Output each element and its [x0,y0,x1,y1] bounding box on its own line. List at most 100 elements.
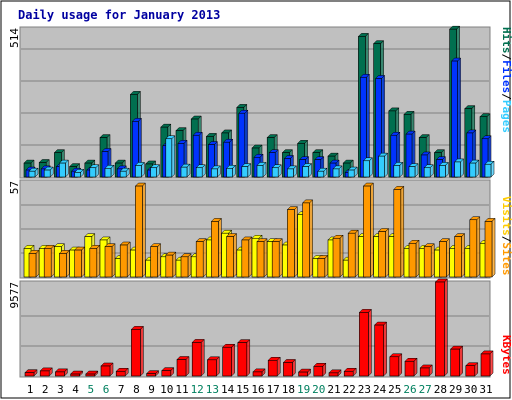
legend-sites: Sites [500,242,512,275]
visits-sites-bar-9-front [150,246,158,278]
kbytes-kbytes-bar-29-side [459,345,463,377]
hits-files-bar-20 [314,156,325,178]
visits-sites-bar-30-front [469,219,478,278]
visits-sites-bar-12-front [195,241,204,278]
hits-pages-bar-25 [393,161,404,178]
hits-pages-bar-28-front [439,165,446,178]
x-tick-label-9: 9 [148,383,155,396]
x-tick-label-3: 3 [57,383,64,396]
hits-pages-bar-11 [180,163,191,178]
visits-sites-bar-31-side [491,217,496,278]
kbytes-kbytes-bar-7 [115,367,129,377]
kbytes-ymax-label: 9577 [8,282,21,309]
kbytes-kbytes-bar-28-front [435,281,445,377]
hits-pages-bar-16-front [256,165,264,178]
hits-pages-bar-17 [271,164,282,178]
visits-sites-bar-12-side [202,238,207,278]
hits-pages-bar-23-side [369,157,373,178]
kbytes-kbytes-bar-6-front [100,365,111,377]
kbytes-kbytes-bar-26 [404,357,418,377]
hits-pages-bar-14 [225,164,237,178]
visits-sites-bar-14-side [233,232,237,278]
kbytes-kbytes-bar-9-front [146,373,156,377]
visits-sites-bar-26 [408,239,420,278]
kbytes-kbytes-bar-29-front [450,348,460,377]
hits-pages-bar-24 [377,152,389,178]
visits-sites-bar-18-side [294,206,298,278]
visits-sites-bar-3-side [66,249,70,278]
hits-pages-bar-23 [362,157,374,178]
kbytes-kbytes-bar-20-front [313,365,324,377]
visits-sites-bar-28-front [439,241,447,278]
visits-sites-bar-28-side [446,238,450,278]
kbytes-kbytes-bar-13 [206,356,221,377]
hits-pages-bar-31 [484,160,495,178]
visits-sites-bar-20 [317,254,329,278]
visits-sites-bar-15 [241,236,253,278]
kbytes-kbytes-bar-5 [85,370,99,377]
hits-pages-bar-10-front [165,138,173,178]
hits-pages-bar-15 [241,162,252,178]
visits-sites-bar-22-front [347,232,356,278]
kbytes-kbytes-bar-31-front [480,353,491,377]
x-tick-label-31: 31 [479,383,492,396]
visits-sites-bar-21-side [339,234,344,278]
visits-sites-bar-26-side [415,239,420,278]
kbytes-kbytes-bar-10 [161,366,175,377]
x-tick-label-17: 17 [267,383,280,396]
visits-sites-bar-24 [377,227,390,278]
visits-sites-bar-12 [195,238,207,278]
hits-files-bar-29 [450,57,462,178]
hits-pages-bar-2 [43,166,54,178]
hits-pages-bar-13 [210,165,222,178]
kbytes-kbytes-bar-2 [39,367,53,377]
kbytes-kbytes-bar-23-side [368,308,372,377]
x-tick-label-10: 10 [160,383,173,396]
x-tick-label-5: 5 [87,383,94,396]
legend-kbytes: KBytes [500,335,512,375]
visits-sites-bar-13 [210,217,223,278]
visits-sites-bar-8 [134,182,147,278]
x-tick-label-23: 23 [358,383,371,396]
kbytes-kbytes-bar-17-front [267,359,278,377]
visits-sites-bar-16-front [256,241,265,278]
hits-pages-bar-18 [286,165,298,178]
kbytes-kbytes-bar-29 [449,345,464,377]
kbytes-kbytes-bar-18 [282,358,297,377]
hits-files-bar-15 [238,109,249,178]
visits-sites-bar-5 [89,244,101,278]
visits-sites-bar-14-front [226,236,234,278]
hits-pages-bar-25-front [393,165,401,178]
visits-sites-bar-29 [453,232,466,278]
hits-pages-bar-26-front [408,166,416,178]
visits-sites-bar-19-front [302,202,310,278]
visits-sites-bar-15-front [241,239,250,278]
kbytes-kbytes-bar-4 [69,370,84,377]
kbytes-kbytes-bar-5-front [85,373,96,377]
hits-pages-bar-26 [408,162,419,178]
kbytes-kbytes-bar-21-front [328,372,339,377]
visits-sites-bar-7 [119,241,131,278]
hits-pages-bar-31-side [490,160,495,178]
hits-pages-bar-22-front [347,169,355,178]
kbytes-kbytes-bar-12 [191,338,205,377]
x-tick-label-21: 21 [327,383,340,396]
visits-sites-bar-18-front [287,209,295,278]
hits-pages-bar-13-front [211,168,218,178]
hits-pages-bar-6 [104,164,115,178]
kbytes-kbytes-bar-8-front [131,329,141,377]
visits-sites-bar-19 [301,199,314,278]
visits-sites-bar-27-front [423,246,432,278]
kbytes-kbytes-bar-1-front [24,372,35,377]
chart-bars [23,25,496,377]
kbytes-kbytes-bar-25-front [389,356,400,377]
hits-pages-bar-9-front [150,167,157,178]
visits-sites-bar-9 [149,243,162,278]
kbytes-kbytes-bar-3 [54,368,69,377]
x-tick-label-29: 29 [449,383,462,396]
visits-sites-bar-4-side [81,246,85,278]
visits-sites-bar-14 [225,232,238,278]
kbytes-kbytes-bar-20 [313,362,327,377]
visits-sites-bar-31 [484,217,496,278]
